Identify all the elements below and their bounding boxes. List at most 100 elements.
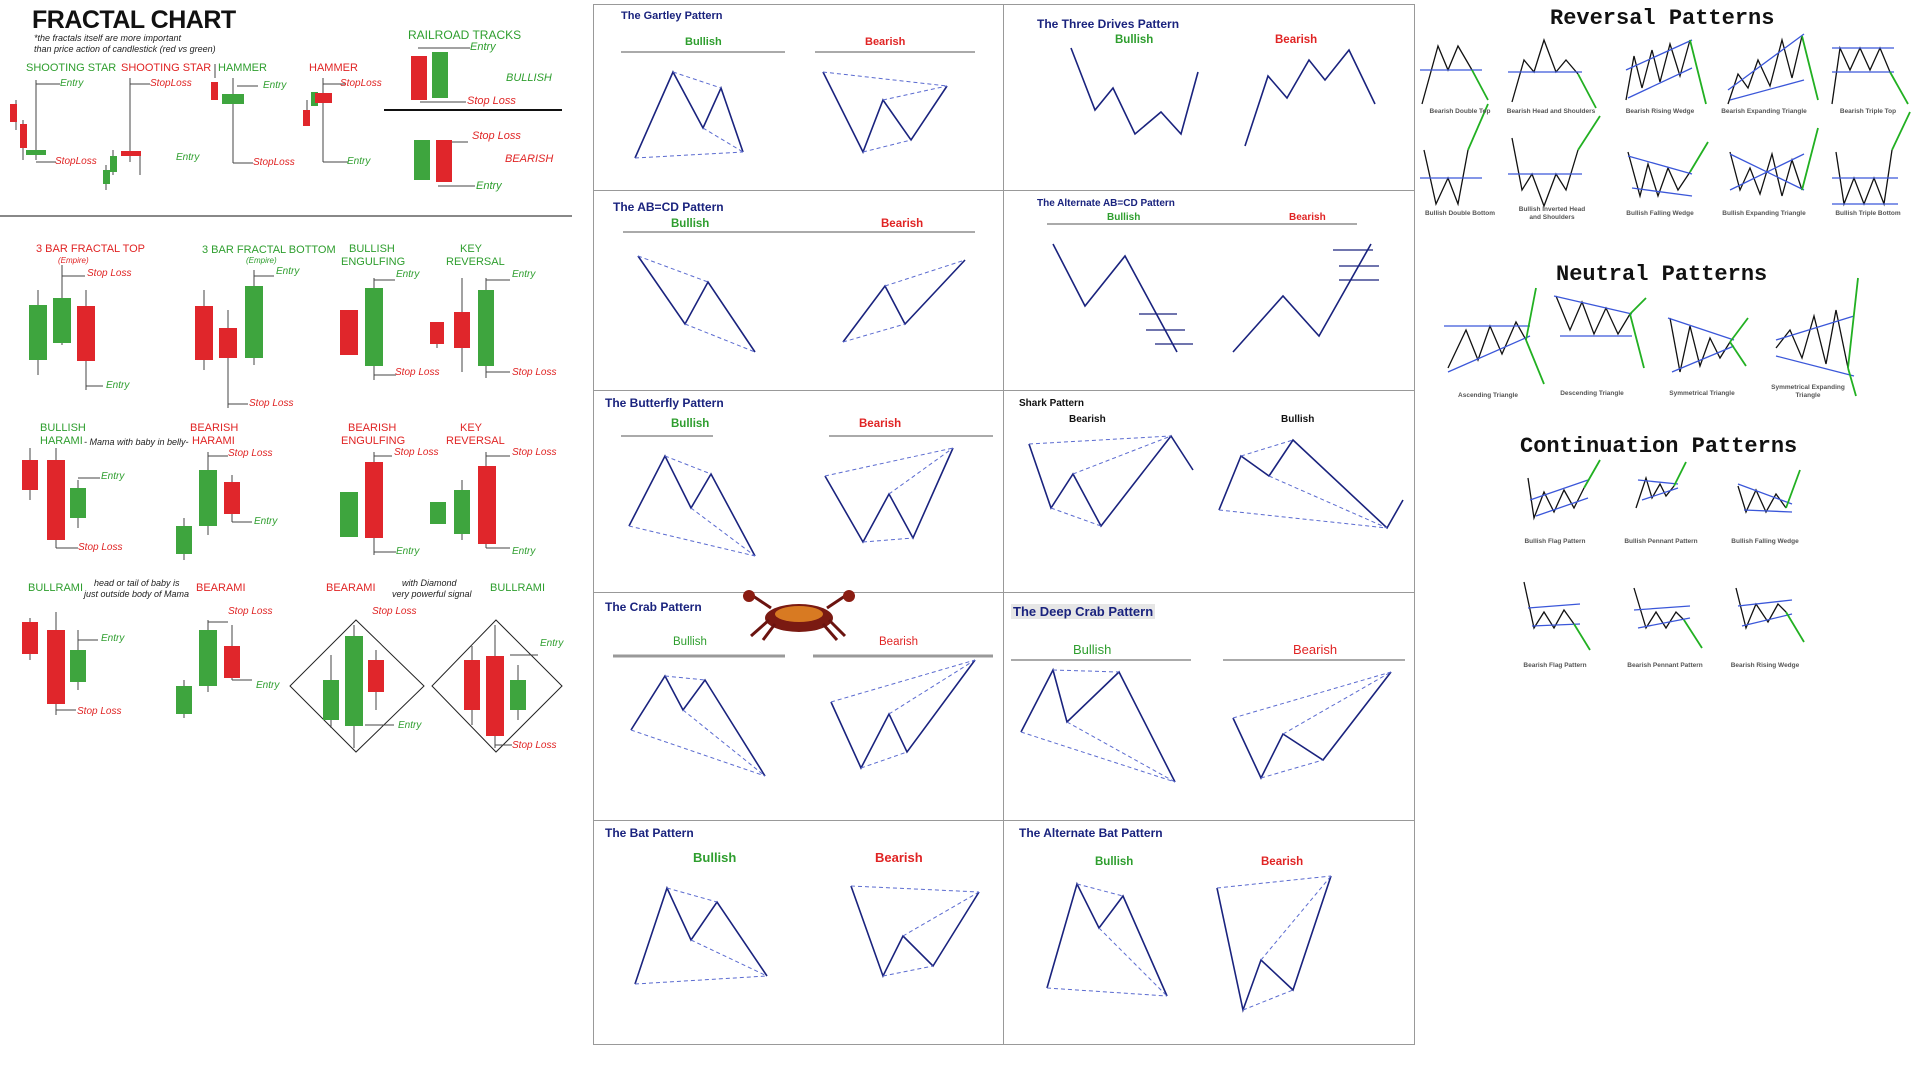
- label-entry: Entry: [470, 41, 496, 53]
- label-stop-loss: Stop Loss: [395, 367, 440, 378]
- alt-bat-bullish: Bullish: [1095, 856, 1134, 868]
- title-deep-crab: The Deep Crab Pattern: [1011, 604, 1156, 619]
- label-bullish-inverted-head-shoulders: Bullish Inverted Head and Shoulders: [1518, 206, 1586, 221]
- label-hammer-red: HAMMER: [309, 62, 358, 74]
- label-stop-loss: Stop Loss: [78, 542, 123, 553]
- label-bullish-expanding-triangle: Bullish Expanding Triangle: [1722, 210, 1806, 217]
- label-bullish-falling-wedge-cont: Bullish Falling Wedge: [1731, 538, 1799, 545]
- fractal-candles-svg: [0, 47, 572, 753]
- label-entry: Entry: [256, 680, 280, 691]
- label-bullish: BULLISH: [506, 72, 552, 84]
- three-drives-bearish: Bearish: [1275, 34, 1318, 46]
- bat-bearish: Bearish: [875, 850, 923, 865]
- butterfly-bullish: Bullish: [671, 418, 710, 430]
- title-shark: Shark Pattern: [1019, 398, 1085, 409]
- label-fractal-top: 3 BAR FRACTAL TOP: [36, 243, 146, 255]
- label-bullish-pennant: Bullish Pennant Pattern: [1624, 538, 1698, 545]
- label-entry: Entry: [396, 269, 420, 280]
- label-bearish-triple-top: Bearish Triple Top: [1839, 108, 1897, 115]
- label-bearish-pennant: Bearish Pennant Pattern: [1627, 662, 1703, 669]
- label-bullish-harami-1: BULLISH: [40, 422, 86, 434]
- chart-patterns-svg: [1420, 33, 1911, 651]
- label-bearish-rising-wedge: Bearish Rising Wedge: [1625, 108, 1695, 115]
- label-key-reversal-2: REVERSAL: [446, 256, 505, 268]
- label-key-reversal-2: REVERSAL: [446, 435, 505, 447]
- neutral-heading: Neutral Patterns: [1556, 262, 1768, 287]
- label-stoploss: StopLoss: [150, 78, 192, 89]
- shark-bearish: Bearish: [1069, 414, 1106, 425]
- label-entry: Entry: [254, 516, 278, 527]
- label-entry: Entry: [476, 180, 502, 192]
- label-bullish-engulfing-2: ENGULFING: [341, 256, 406, 268]
- label-stoploss: StopLoss: [340, 78, 382, 89]
- label-bullish-harami-2: HARAMI: [40, 435, 83, 447]
- label-empire: (Empire): [246, 256, 277, 265]
- deep-crab-bullish: Bullish: [1073, 642, 1112, 657]
- title-crab: The Crab Pattern: [605, 600, 702, 614]
- bat-bullish: Bullish: [693, 850, 737, 865]
- label-entry: Entry: [276, 266, 300, 277]
- title-gartley: The Gartley Pattern: [621, 10, 723, 22]
- deep-crab-bearish: Bearish: [1293, 642, 1338, 657]
- three-drives-bullish: Bullish: [1115, 34, 1154, 46]
- label-entry: Entry: [60, 78, 84, 89]
- label-key-reversal-1: KEY: [460, 243, 483, 255]
- label-entry: Entry: [540, 638, 564, 649]
- label-diamond-note-2: very powerful signal: [392, 589, 472, 599]
- harmonic-grid-frame: [593, 4, 1415, 1045]
- label-hammer-green: HAMMER: [218, 62, 267, 74]
- label-bullish-double-bottom: Bullish Double Bottom: [1424, 210, 1496, 217]
- title-alt-bat: The Alternate Bat Pattern: [1019, 826, 1163, 840]
- abcd-bearish: Bearish: [881, 218, 924, 230]
- harmonic-grid-divider: [1003, 4, 1004, 1045]
- label-entry: Entry: [263, 80, 287, 91]
- label-bullrami: BULLRAMI: [28, 582, 84, 594]
- label-stop-loss: Stop Loss: [394, 447, 439, 458]
- chart-patterns-panel: Reversal Patterns Neutral Patterns Conti…: [1420, 0, 1920, 1080]
- gartley-bearish: Bearish: [865, 36, 906, 48]
- label-stop-loss: Stop Loss: [372, 606, 417, 617]
- label-descending-triangle: Descending Triangle: [1560, 390, 1624, 397]
- label-symmetrical-expanding-triangle: Symmetrical Expanding Triangle: [1771, 384, 1845, 399]
- label-bullish-triple-bottom: Bullish Triple Bottom: [1835, 210, 1901, 217]
- alt-abcd-bearish: Bearish: [1289, 212, 1326, 223]
- label-fractal-bottom: 3 BAR FRACTAL BOTTOM: [202, 244, 336, 256]
- shark-bullish: Bullish: [1281, 414, 1315, 425]
- label-entry: Entry: [347, 156, 371, 167]
- label-entry: Entry: [101, 633, 125, 644]
- harmonic-diagrams-svg: [613, 47, 1405, 1013]
- label-bearami: BEARAMI: [196, 582, 246, 594]
- title-three-drives: The Three Drives Pattern: [1037, 17, 1180, 31]
- label-bearish-rising-wedge-cont: Bearish Rising Wedge: [1730, 662, 1800, 669]
- label-bearish: BEARISH: [505, 153, 554, 165]
- label-bullrami-note-1: head or tail of baby is: [94, 578, 180, 588]
- label-bearish-head-shoulders: Bearish Head and Shoulders: [1506, 108, 1596, 115]
- label-stop-loss: Stop Loss: [228, 448, 273, 459]
- label-bearish-double-top: Bearish Double Top: [1429, 108, 1491, 115]
- label-bearish-expanding-triangle: Bearish Expanding Triangle: [1721, 108, 1807, 115]
- label-shooting-star-green: SHOOTING STAR: [26, 62, 117, 74]
- label-diamond-note-1: with Diamond: [402, 578, 457, 588]
- label-bearish-flag: Bearish Flag Pattern: [1523, 662, 1587, 669]
- label-stop-loss: Stop Loss: [512, 740, 557, 751]
- label-ascending-triangle: Ascending Triangle: [1458, 392, 1518, 399]
- label-bearish-engulfing-1: BEARISH: [348, 422, 397, 434]
- abcd-bullish: Bullish: [671, 218, 710, 230]
- label-entry: Entry: [398, 720, 422, 731]
- title-alt-abcd: The Alternate AB=CD Pattern: [1037, 198, 1175, 209]
- title-butterfly: The Butterfly Pattern: [605, 396, 724, 410]
- harmonic-grid-row: [593, 820, 1415, 821]
- crab-bullish: Bullish: [673, 636, 707, 648]
- label-stop-loss: Stop Loss: [87, 268, 132, 279]
- label-symmetrical-triangle: Symmetrical Triangle: [1669, 390, 1735, 397]
- label-bullish-falling-wedge: Bullish Falling Wedge: [1626, 210, 1694, 217]
- label-bullish-engulfing-1: BULLISH: [349, 243, 395, 255]
- harmonic-grid-row: [593, 390, 1415, 391]
- harmonic-patterns-panel: The Gartley Pattern The Three Drives Pat…: [593, 0, 1419, 1080]
- label-bearish-harami-2: HARAMI: [192, 435, 235, 447]
- label-bullish-flag: Bullish Flag Pattern: [1524, 538, 1586, 545]
- label-harami-note: - Mama with baby in belly-: [84, 437, 189, 447]
- label-stop-loss: Stop Loss: [512, 447, 557, 458]
- label-entry: Entry: [512, 546, 536, 557]
- fractal-note-1: *the fractals itself are more important: [34, 33, 182, 43]
